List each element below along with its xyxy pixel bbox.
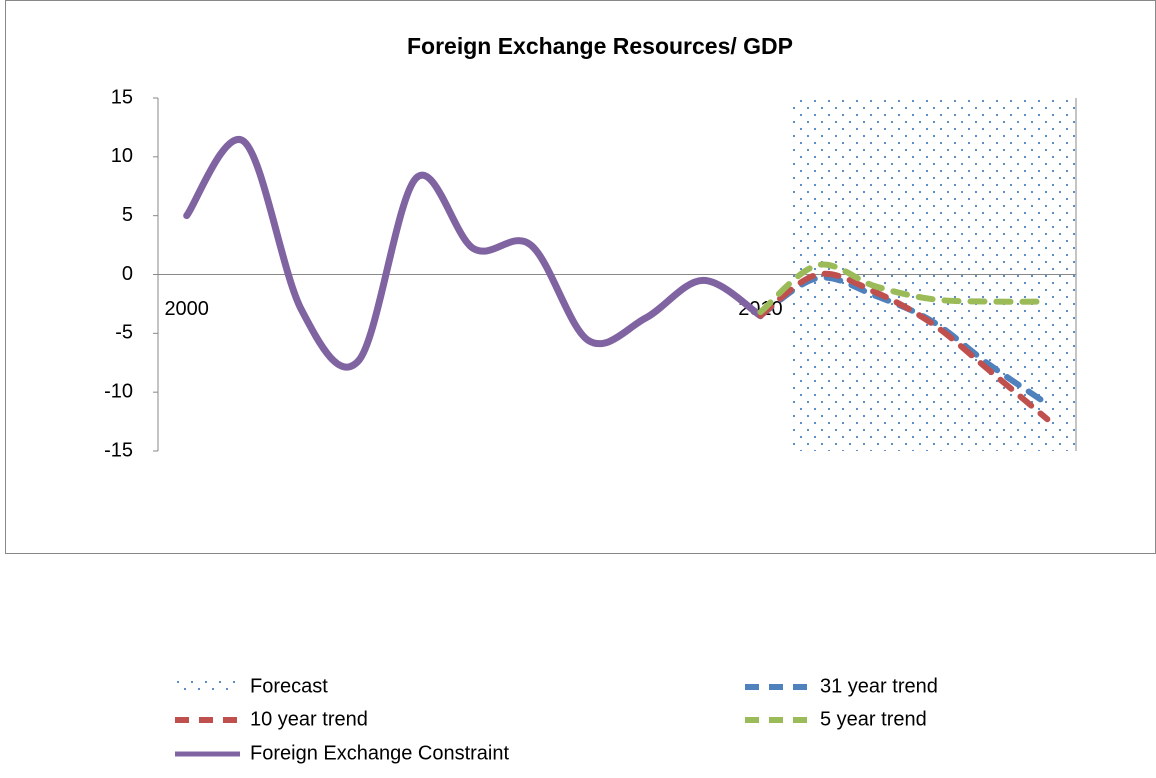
y-tick-label: 0 xyxy=(122,263,133,285)
legend-label: Foreign Exchange Constraint xyxy=(250,742,509,764)
series-line xyxy=(183,136,764,371)
chart-title: Foreign Exchange Resources/ GDP xyxy=(407,33,793,59)
series-line xyxy=(757,261,1051,316)
y-tick-label: -10 xyxy=(104,380,133,402)
y-tick-label: 15 xyxy=(111,86,133,108)
y-tick-label: -15 xyxy=(104,439,133,461)
legend-label: 10 year trend xyxy=(250,708,368,730)
y-tick-label: 5 xyxy=(122,204,133,226)
legend-swatch xyxy=(177,681,237,693)
y-tick-label: -5 xyxy=(115,322,133,344)
x-tick-label: 2000 xyxy=(164,298,209,320)
legend-label: 5 year trend xyxy=(820,708,927,730)
legend-label: 31 year trend xyxy=(820,675,938,697)
series-line xyxy=(757,270,1051,423)
legend-label: Forecast xyxy=(250,675,328,697)
y-tick-label: 10 xyxy=(111,145,133,167)
